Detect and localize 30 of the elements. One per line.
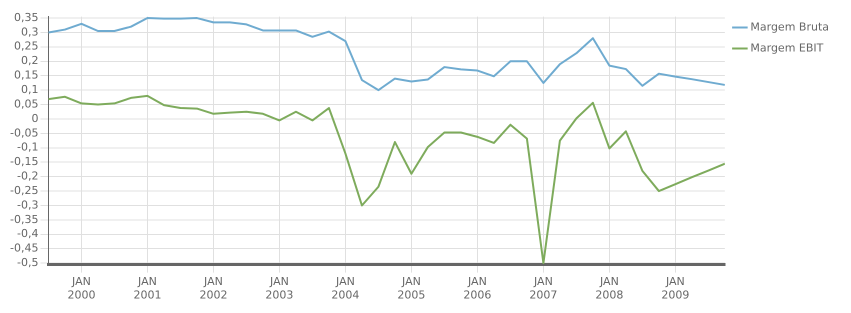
x-tick-label: JAN 2009	[661, 275, 690, 302]
y-tick-label: -0,3	[16, 198, 38, 212]
x-tick-label: JAN 2005	[397, 275, 426, 302]
y-tick-label: -0,15	[10, 155, 38, 168]
y-tick-label: -0,1	[16, 140, 38, 154]
y-tick-label: -0,05	[10, 126, 38, 140]
y-tick-label: 0,05	[14, 97, 38, 110]
x-tick-label: JAN 2001	[133, 275, 162, 302]
y-tick-label: 0,3	[20, 25, 38, 38]
y-tick-label: -0,35	[10, 212, 38, 226]
y-tick-label: -0,25	[10, 184, 38, 197]
x-tick-label: JAN 2003	[265, 275, 294, 302]
y-tick-label: 0,35	[14, 10, 38, 24]
legend-label: Margem Bruta	[750, 20, 830, 34]
x-tick-label: JAN 2008	[595, 275, 624, 302]
y-tick-label: -0,2	[16, 170, 38, 183]
y-tick-label: -0,45	[10, 242, 38, 255]
y-tick-label: 0,15	[14, 68, 38, 82]
y-tick-label: 0,25	[14, 40, 38, 53]
y-tick-label: 0,2	[20, 54, 38, 68]
x-tick-label: JAN 2002	[199, 275, 228, 302]
x-tick-label: JAN 2004	[331, 275, 360, 302]
x-tick-label: JAN 2000	[67, 275, 96, 302]
legend-label: Margem EBIT	[750, 41, 824, 54]
y-tick-label: 0	[31, 112, 38, 125]
y-tick-label: -0,5	[16, 256, 38, 270]
y-tick-label: 0,1	[20, 82, 38, 96]
y-tick-label: -0,4	[16, 227, 38, 240]
x-tick-label: JAN 2006	[463, 275, 492, 302]
x-tick-label: JAN 2007	[529, 275, 558, 302]
